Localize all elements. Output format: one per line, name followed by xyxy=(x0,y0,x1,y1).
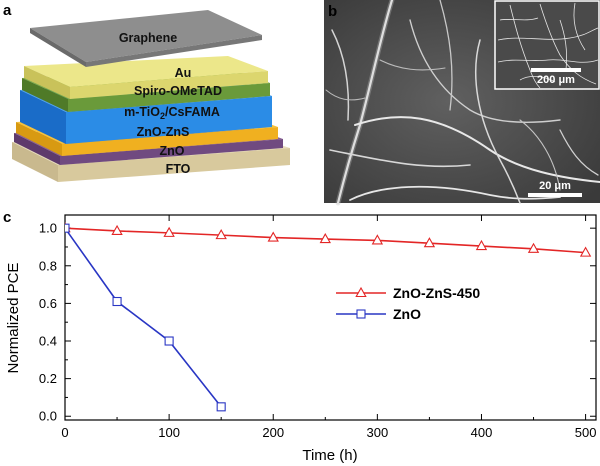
layer-zno-side-left xyxy=(14,133,60,165)
label-znozns: ZnO-ZnS xyxy=(137,125,190,139)
data-point-zno xyxy=(216,402,226,412)
x-tick-label: 0 xyxy=(61,425,68,440)
y-tick-label: 0.8 xyxy=(39,258,57,273)
y-axis-label: Normalized PCE xyxy=(5,263,22,374)
label-spiro: Spiro-OMeTAD xyxy=(134,84,222,98)
layer-znozns-side-front xyxy=(62,127,278,156)
series-zno-zns-450 xyxy=(65,222,592,257)
data-point-zno-zns-450 xyxy=(163,226,175,237)
data-point-zno-zns-450 xyxy=(579,246,592,257)
data-point-zno-zns-450 xyxy=(267,231,279,242)
layer-znozns-side-left xyxy=(16,122,62,156)
inset-scale-label: 200 μm xyxy=(537,74,575,86)
label-graphene: Graphene xyxy=(119,31,177,45)
data-point-zno xyxy=(112,296,122,307)
y-axis: 0.0 0.2 0.4 0.6 0.8 1.0 xyxy=(39,221,596,424)
panel-c: c 0 100 200 300 400 500 0.0 0.2 0.4 0.6 0.8 1.0 Ti… xyxy=(3,209,597,464)
data-point-zno-zns-450 xyxy=(475,239,488,251)
layer-graphene-side-left xyxy=(30,28,86,67)
label-au: Au xyxy=(175,66,192,80)
y-tick-label: 0.6 xyxy=(39,296,57,311)
layer-graphene-side-front xyxy=(86,35,262,67)
layer-spiro-side-left xyxy=(22,78,68,112)
panel-c-letter: c xyxy=(3,209,11,226)
label-fto: FTO xyxy=(166,162,191,176)
main-scale-bar xyxy=(528,193,582,197)
y-tick-label: 0.4 xyxy=(39,334,57,349)
legend-marker xyxy=(355,286,367,298)
x-tick-label: 400 xyxy=(471,425,493,440)
legend-label: ZnO xyxy=(393,306,421,322)
panel-a-letter: a xyxy=(3,2,12,19)
main-scale-label: 20 μm xyxy=(539,180,571,192)
data-point-zno-zns-450 xyxy=(423,237,436,248)
label-tio2: m-TiO2/CsFAMA xyxy=(124,105,220,121)
label-zno: ZnO xyxy=(160,144,185,158)
y-tick-label: 0.2 xyxy=(39,371,57,386)
x-axis-label: Time (h) xyxy=(302,447,357,464)
data-point-zno-zns-450 xyxy=(527,242,540,253)
panel-b: 200 μm 20 μm b xyxy=(324,0,600,206)
layer-spiro-side-front xyxy=(68,83,270,112)
layer-fto-side-left xyxy=(12,142,58,182)
x-axis: 0 100 200 300 400 500 xyxy=(61,215,596,440)
legend-item-zno: ZnO xyxy=(336,306,421,322)
sem-wrinkles xyxy=(325,0,600,206)
layer-graphene-top xyxy=(30,10,262,62)
layer-fto-side-front xyxy=(58,148,290,182)
legend-label: ZnO-ZnS-450 xyxy=(393,285,480,301)
legend-marker xyxy=(356,309,366,319)
panel-b-letter: b xyxy=(328,3,337,20)
x-tick-label: 500 xyxy=(575,425,597,440)
data-point-zno-zns-450 xyxy=(371,234,384,245)
x-tick-label: 300 xyxy=(367,425,389,440)
plot-frame xyxy=(64,214,597,421)
x-tick-label: 200 xyxy=(262,425,284,440)
y-tick-label: 1.0 xyxy=(39,221,57,236)
series-line-zno xyxy=(65,227,222,408)
data-point-zno-zns-450 xyxy=(215,228,227,240)
inset-scale-bar xyxy=(531,68,581,72)
layer-zno-side-front xyxy=(60,139,283,165)
x-tick-label: 100 xyxy=(158,425,180,440)
data-point-zno xyxy=(65,223,70,233)
device-stack xyxy=(12,10,290,182)
plot-area xyxy=(65,222,592,412)
y-tick-label: 0.0 xyxy=(39,409,57,424)
panel-a: a xyxy=(3,2,290,182)
layer-tio2-side-left xyxy=(20,90,66,144)
layer-au-side-left xyxy=(24,66,70,99)
data-point-zno-zns-450 xyxy=(319,232,331,244)
legend: ZnO-ZnS-450 ZnO xyxy=(336,285,480,322)
sem-inset-wrinkles xyxy=(497,2,599,89)
layer-au-side-front xyxy=(70,71,268,99)
series-zno xyxy=(65,223,226,412)
legend-item-zno-zns-450: ZnO-ZnS-450 xyxy=(336,285,480,301)
data-point-zno-zns-450 xyxy=(111,224,123,236)
data-point-zno xyxy=(164,336,174,346)
